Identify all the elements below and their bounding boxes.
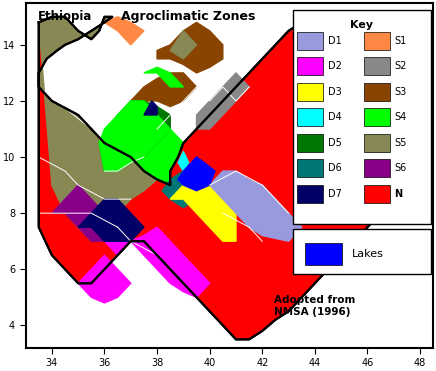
Bar [364, 108, 390, 126]
Polygon shape [157, 22, 223, 73]
Bar [297, 108, 323, 126]
Bar [297, 57, 323, 75]
Bar [297, 134, 323, 152]
Polygon shape [52, 185, 118, 241]
Polygon shape [197, 73, 249, 129]
Polygon shape [39, 17, 157, 241]
Polygon shape [126, 73, 197, 129]
Bar [364, 185, 390, 203]
Text: D6: D6 [328, 163, 342, 173]
Text: Ethiopia: Ethiopia [38, 10, 92, 23]
Text: D4: D4 [328, 112, 342, 122]
Polygon shape [178, 151, 189, 171]
Text: D3: D3 [328, 87, 342, 97]
Polygon shape [210, 171, 302, 241]
Polygon shape [105, 17, 144, 45]
Bar [297, 160, 323, 177]
Bar [297, 32, 323, 50]
Text: Lakes: Lakes [352, 249, 384, 259]
Bar [364, 134, 390, 152]
Polygon shape [170, 31, 197, 59]
Text: D2: D2 [328, 61, 342, 71]
Polygon shape [144, 101, 157, 115]
Polygon shape [99, 101, 170, 171]
Polygon shape [126, 101, 184, 185]
Bar [293, 10, 431, 224]
Polygon shape [39, 17, 415, 339]
Polygon shape [99, 101, 170, 171]
Bar [297, 185, 323, 203]
Text: Key: Key [351, 20, 373, 30]
Bar [364, 83, 390, 101]
Text: S5: S5 [395, 138, 407, 148]
Text: D1: D1 [328, 36, 342, 46]
Bar [364, 57, 390, 75]
Bar [364, 160, 390, 177]
Bar [293, 229, 431, 274]
Text: S6: S6 [395, 163, 407, 173]
Bar [297, 83, 323, 101]
Text: S2: S2 [395, 61, 407, 71]
Text: Agroclimatic Zones: Agroclimatic Zones [122, 10, 256, 23]
Polygon shape [249, 22, 415, 331]
Polygon shape [178, 157, 215, 191]
Polygon shape [105, 227, 210, 297]
Text: D7: D7 [328, 189, 342, 199]
Polygon shape [78, 199, 144, 241]
Polygon shape [144, 67, 184, 87]
Text: N: N [395, 189, 402, 199]
Bar [305, 243, 341, 265]
Text: Adopted from
NMSA (1996): Adopted from NMSA (1996) [274, 295, 356, 317]
Bar [364, 32, 390, 50]
Text: S4: S4 [395, 112, 407, 122]
Polygon shape [162, 171, 210, 207]
Polygon shape [170, 171, 236, 241]
Text: S1: S1 [395, 36, 407, 46]
Polygon shape [78, 255, 131, 303]
Text: D5: D5 [328, 138, 342, 148]
Text: S3: S3 [395, 87, 407, 97]
